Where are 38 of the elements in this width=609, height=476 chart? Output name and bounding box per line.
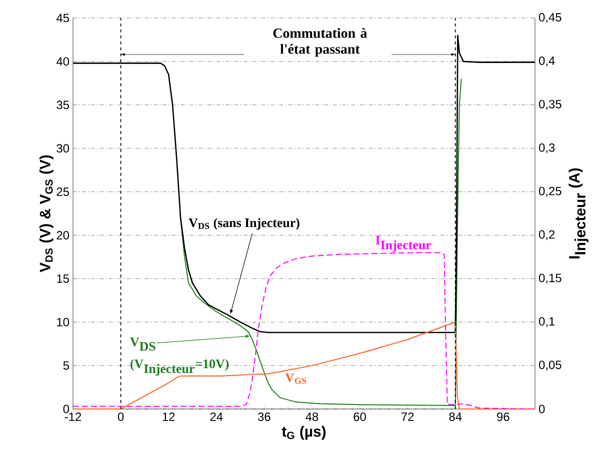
x-axis-title: t$_{G}$ (µs) xyxy=(282,426,326,440)
x-tick-label: 60 xyxy=(354,412,366,421)
y-tick-label: 30 xyxy=(56,144,70,153)
x-tick-label: -12 xyxy=(64,412,82,421)
x-tick-label: 84 xyxy=(449,412,462,421)
y2-axis-title: $\textbf{I}_{\textbf{Injecteur}}\textbf{ (A)}$ xyxy=(568,168,588,258)
y-tick-label: 45 xyxy=(56,14,69,22)
series-label: $\textbf{I}_{\textbf{Injecteur}}$ xyxy=(376,236,432,252)
x-tick-label: 48 xyxy=(306,412,318,421)
x-tick-label: 24 xyxy=(210,412,223,421)
y2-tick-label: 0,45 xyxy=(538,13,562,23)
series-label: V$_{DS}$ (sans Injecteur) xyxy=(188,218,300,230)
y2-tick-label: 0,4 xyxy=(538,56,555,66)
y-axis-title: V$_{DS}$ (V) & V$_{GS}$ (V) xyxy=(39,155,54,272)
y-tick-label: 10 xyxy=(57,318,70,326)
x-tick-label: 0 xyxy=(118,412,124,421)
y-tick-label: 15 xyxy=(57,274,69,283)
series-label: V$_{GS}$ xyxy=(285,373,306,384)
y2-tick-label: 0,25 xyxy=(538,186,562,197)
x-tick-label: 96 xyxy=(497,412,510,421)
series-label: $\begin{array}{l}\textbf{V}_{\textbf{DS}}\\[4pt] \textbf{(V}_{\textbf{Injecteur}}\textbf{=10V)}\end{array}$ xyxy=(130,338,229,376)
y2-tick-label: 0,1 xyxy=(538,317,555,328)
y2-tick-label: 0,05 xyxy=(538,360,562,370)
y-tick-label: 20 xyxy=(56,230,70,240)
y2-tick-label: 0,15 xyxy=(538,274,562,284)
x-tick-label: 72 xyxy=(402,412,414,421)
y-tick-label: 25 xyxy=(56,188,69,196)
y2-tick-label: 0,35 xyxy=(538,100,562,110)
y2-tick-label: 0,2 xyxy=(538,230,555,240)
y2-tick-label: 0,3 xyxy=(538,143,555,154)
y-tick-label: 5 xyxy=(63,361,69,370)
y-tick-label: 40 xyxy=(56,57,70,66)
x-tick-label: 12 xyxy=(162,412,175,421)
annotation: Commutation à l'état passant xyxy=(273,28,367,57)
y-tick-label: 35 xyxy=(56,100,69,110)
y2-tick-label: 0 xyxy=(538,404,545,414)
y-tick-label: 0 xyxy=(63,404,70,414)
x-tick-label: 36 xyxy=(258,412,270,421)
